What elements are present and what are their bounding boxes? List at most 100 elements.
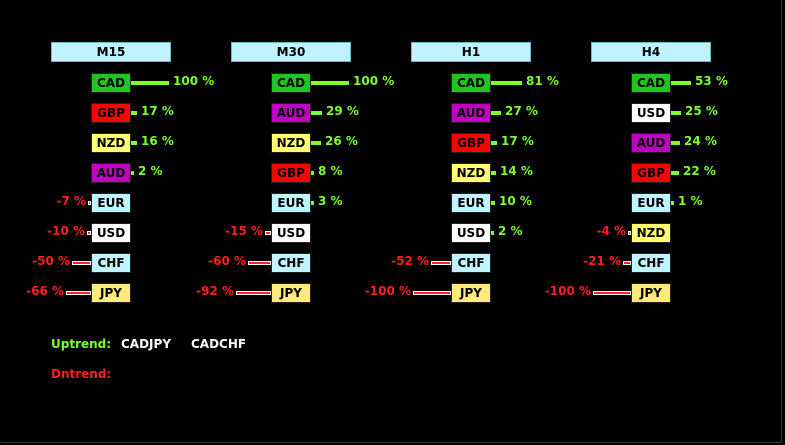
currency-badge: AUD [271,103,311,123]
currency-row: AUD 27 % [411,103,571,123]
currency-row: AUD 24 % [591,133,751,153]
strength-percent: -100 % [544,284,591,298]
strength-percent: 8 % [318,164,343,178]
currency-badge: GBP [451,133,491,153]
currency-badge: AUD [451,103,491,123]
strength-percent: 100 % [173,74,215,88]
strength-percent: -52 % [391,254,429,268]
currency-row: USD 2 % [411,223,571,243]
currency-row: JPY -66 % [26,283,211,303]
currency-row: NZD 16 % [51,133,211,153]
panel-m30: M30 CAD 100 % AUD 29 % NZD 26 % GBP 8 % EUR 3 % USD… [196,42,395,312]
strength-percent: 17 % [501,134,534,148]
currency-badge: JPY [91,283,131,303]
strength-percent: 25 % [685,104,718,118]
strength-bar [131,111,137,115]
currency-badge: NZD [451,163,491,183]
currency-badge: CHF [451,253,491,273]
strength-bar [671,171,679,175]
currency-badge: CAD [271,73,311,93]
strength-percent: -10 % [47,224,85,238]
currency-row: GBP 22 % [591,163,751,183]
currency-badge: USD [271,223,311,243]
currency-badge: EUR [451,193,491,213]
strength-percent: 2 % [498,224,523,238]
currency-badge: USD [631,103,671,123]
strength-percent: 26 % [325,134,358,148]
currency-row: USD 25 % [591,103,751,123]
currency-row: EUR 10 % [411,193,571,213]
strength-percent: 3 % [318,194,343,208]
panel-header: H1 [411,42,531,62]
currency-row: AUD 2 % [51,163,211,183]
uptrend-pair: CADCHF [191,337,247,351]
strength-percent: -92 % [196,284,234,298]
currency-badge: JPY [451,283,491,303]
strength-bar [311,201,314,205]
strength-percent: 22 % [683,164,716,178]
currency-row: CHF -21 % [583,253,751,273]
strength-bar [66,291,91,295]
currency-row: CHF -60 % [208,253,391,273]
strength-percent: 100 % [353,74,395,88]
strength-bar [593,291,631,295]
currency-badge: GBP [271,163,311,183]
currency-badge: NZD [631,223,671,243]
currency-badge: CAD [91,73,131,93]
currency-badge: USD [91,223,131,243]
currency-row: CAD 100 % [51,73,215,93]
strength-bar [671,201,674,205]
currency-row: AUD 29 % [231,103,391,123]
currency-badge: AUD [631,133,671,153]
strength-bar [87,231,91,235]
strength-percent: 14 % [500,164,533,178]
currency-badge: GBP [631,163,671,183]
strength-percent: 81 % [526,74,559,88]
strength-bar [311,141,321,145]
strength-percent: -15 % [225,224,263,238]
strength-percent: 29 % [326,104,359,118]
strength-bar [491,81,522,85]
strength-percent: -66 % [26,284,64,298]
currency-row: GBP 17 % [411,133,571,153]
strength-percent: -7 % [56,194,86,208]
currency-row: USD -15 % [225,223,391,243]
currency-badge: JPY [631,283,671,303]
currency-row: JPY -100 % [365,283,571,303]
currency-row: JPY -92 % [196,283,391,303]
currency-badge: CAD [451,73,491,93]
panel-header: M15 [51,42,171,62]
strength-percent: -60 % [208,254,246,268]
currency-badge: NZD [91,133,131,153]
currency-row: EUR 3 % [231,193,391,213]
strength-bar [671,81,691,85]
currency-row: JPY -100 % [545,283,751,303]
strength-bar [671,111,681,115]
strength-bar [131,81,169,85]
currency-row: CHF -50 % [32,253,211,273]
currency-row: NZD 26 % [231,133,391,153]
uptrend-label: Uptrend: [51,337,112,351]
strength-percent: 24 % [684,134,717,148]
currency-badge: CHF [271,253,311,273]
strength-percent: -100 % [364,284,411,298]
currency-badge: EUR [91,193,131,213]
currency-badge: USD [451,223,491,243]
currency-badge: CHF [91,253,131,273]
strength-percent: 27 % [505,104,538,118]
currency-row: CAD 100 % [231,73,395,93]
currency-row: GBP 17 % [51,103,211,123]
uptrend-pair: CADJPY [121,337,172,351]
currency-badge: CHF [631,253,671,273]
strength-bar [623,261,631,265]
strength-percent: 16 % [141,134,174,148]
strength-bar [131,141,137,145]
currency-row: CAD 81 % [411,73,571,93]
strength-bar [311,81,349,85]
strength-bar [131,171,134,175]
panel-header: H4 [591,42,711,62]
currency-row: GBP 8 % [231,163,391,183]
strength-percent: 53 % [695,74,728,88]
currency-badge: EUR [271,193,311,213]
strength-bar [431,261,451,265]
